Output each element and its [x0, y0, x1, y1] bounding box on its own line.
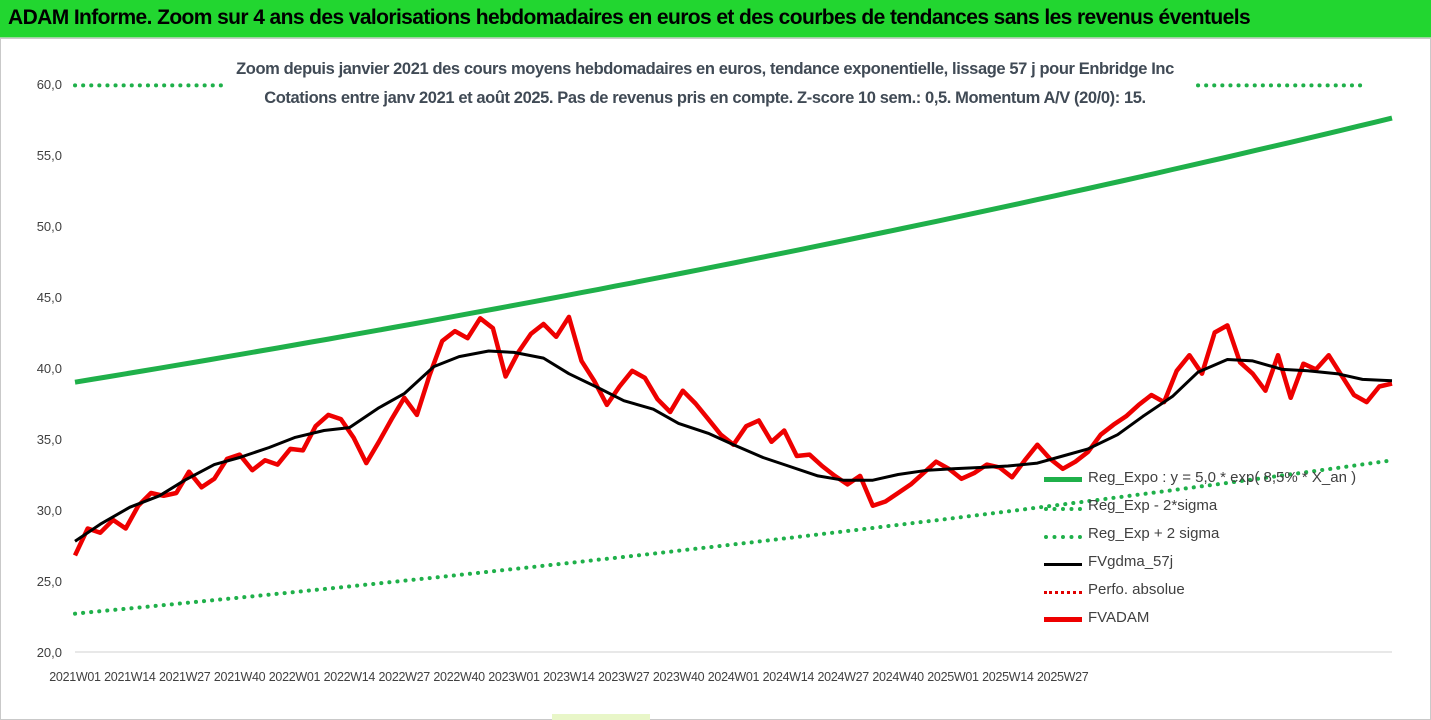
x-tick-label: 2022W27 [379, 670, 431, 684]
legend-swatch [1044, 617, 1082, 622]
x-tick-label: 2024W27 [818, 670, 870, 684]
x-tick-label: 2025W14 [982, 670, 1034, 684]
legend-label: Reg_Exp - 2*sigma [1088, 497, 1218, 514]
series-fvgdma [74, 349, 1393, 543]
x-tick-label: 2022W01 [269, 670, 321, 684]
series-reg-expo [74, 115, 1393, 385]
bottom-strip [552, 714, 650, 720]
chart-title-line2: Cotations entre janv 2021 et août 2025. … [264, 89, 1146, 107]
x-tick-label: 2021W40 [214, 670, 266, 684]
legend-swatch [1044, 535, 1082, 539]
legend-label: Reg_Exp + 2 sigma [1088, 525, 1220, 542]
legend-swatch [1044, 591, 1082, 594]
y-tick-label: 60,0 [37, 77, 62, 92]
legend-label: FVgdma_57j [1088, 553, 1174, 570]
x-tick-label: 2024W01 [708, 670, 760, 684]
y-tick-label: 20,0 [37, 645, 62, 660]
x-tick-label: 2024W14 [763, 670, 815, 684]
x-tick-label: 2024W40 [872, 670, 924, 684]
legend-label: Reg_Expo : y = 5,0 * exp( 8,5% * X_an ) [1088, 469, 1357, 486]
y-tick-label: 35,0 [37, 432, 62, 447]
x-tick-label: 2021W27 [159, 670, 211, 684]
legend-label: Perfo. absolue [1088, 581, 1185, 598]
y-tick-label: 55,0 [37, 148, 62, 163]
y-tick-label: 45,0 [37, 290, 62, 305]
report-title: ADAM Informe. Zoom sur 4 ans des valoris… [8, 6, 1251, 29]
y-tick-label: 30,0 [37, 503, 62, 518]
legend-label: FVADAM [1088, 609, 1150, 626]
y-tick-label: 40,0 [37, 361, 62, 376]
x-tick-label: 2023W27 [598, 670, 650, 684]
series-fvadam [72, 314, 1393, 557]
x-tick-label: 2021W14 [104, 670, 156, 684]
legend-swatch [1044, 507, 1082, 511]
x-tick-label: 2022W14 [324, 670, 376, 684]
y-tick-label: 25,0 [37, 574, 62, 589]
series-lower-band [73, 458, 1394, 616]
legend-swatch [1044, 563, 1082, 566]
x-tick-label: 2021W01 [49, 670, 101, 684]
legend-swatch [1044, 477, 1082, 482]
x-tick-label: 2022W40 [433, 670, 485, 684]
report-banner: ADAM Informe. Zoom sur 4 ans des valoris… [0, 0, 1431, 38]
x-tick-label: 2025W27 [1037, 670, 1089, 684]
x-tick-label: 2023W14 [543, 670, 595, 684]
x-tick-label: 2025W01 [927, 670, 979, 684]
y-tick-label: 50,0 [37, 219, 62, 234]
chart-title-line1: Zoom depuis janvier 2021 des cours moyen… [236, 60, 1174, 78]
x-tick-label: 2023W01 [488, 670, 540, 684]
x-tick-label: 2023W40 [653, 670, 705, 684]
